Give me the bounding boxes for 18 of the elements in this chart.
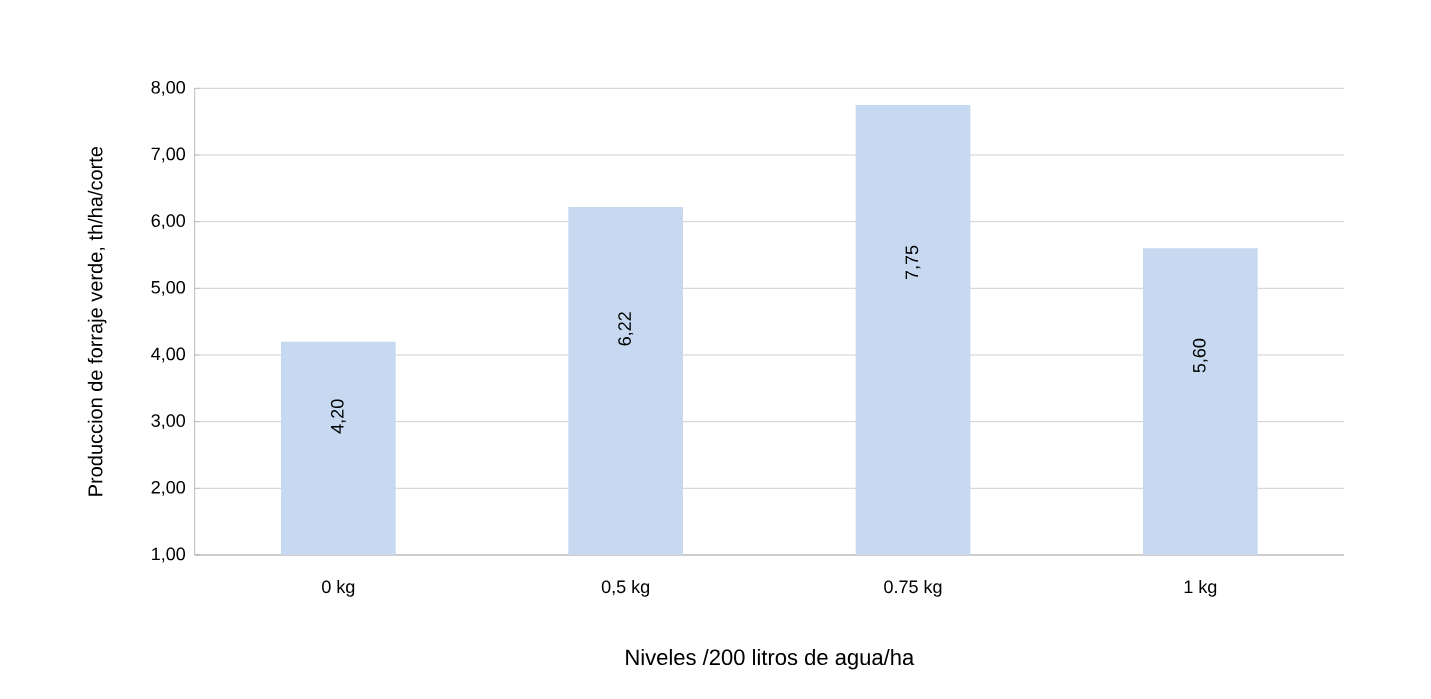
x-tick-label: 0,5 kg — [601, 579, 650, 597]
y-tick-label: 6,00 — [151, 214, 186, 230]
x-tick-label: 1 kg — [1184, 579, 1217, 597]
y-tick-label: 5,00 — [151, 280, 186, 296]
data-label: 7,75 — [905, 245, 921, 280]
data-label: 6,22 — [618, 312, 634, 346]
y-tick-label: 7,00 — [151, 147, 186, 163]
x-tick-label: 0 kg — [322, 579, 355, 597]
data-label: 5,60 — [1192, 338, 1208, 373]
x-axis-title: Niveles /200 litros de agua/ha — [626, 648, 915, 670]
y-tick-label: 2,00 — [151, 480, 186, 496]
y-axis-title: Produccion de forraje verde, th/ha/corte — [87, 146, 107, 496]
y-tick-label: 4,00 — [151, 347, 186, 363]
data-label: 4,20 — [330, 399, 346, 434]
x-tick-label: 0.75 kg — [884, 579, 942, 597]
y-tick-label: 8,00 — [151, 80, 186, 96]
y-tick-label: 1,00 — [152, 547, 186, 563]
y-tick-label: 3,00 — [151, 414, 186, 430]
